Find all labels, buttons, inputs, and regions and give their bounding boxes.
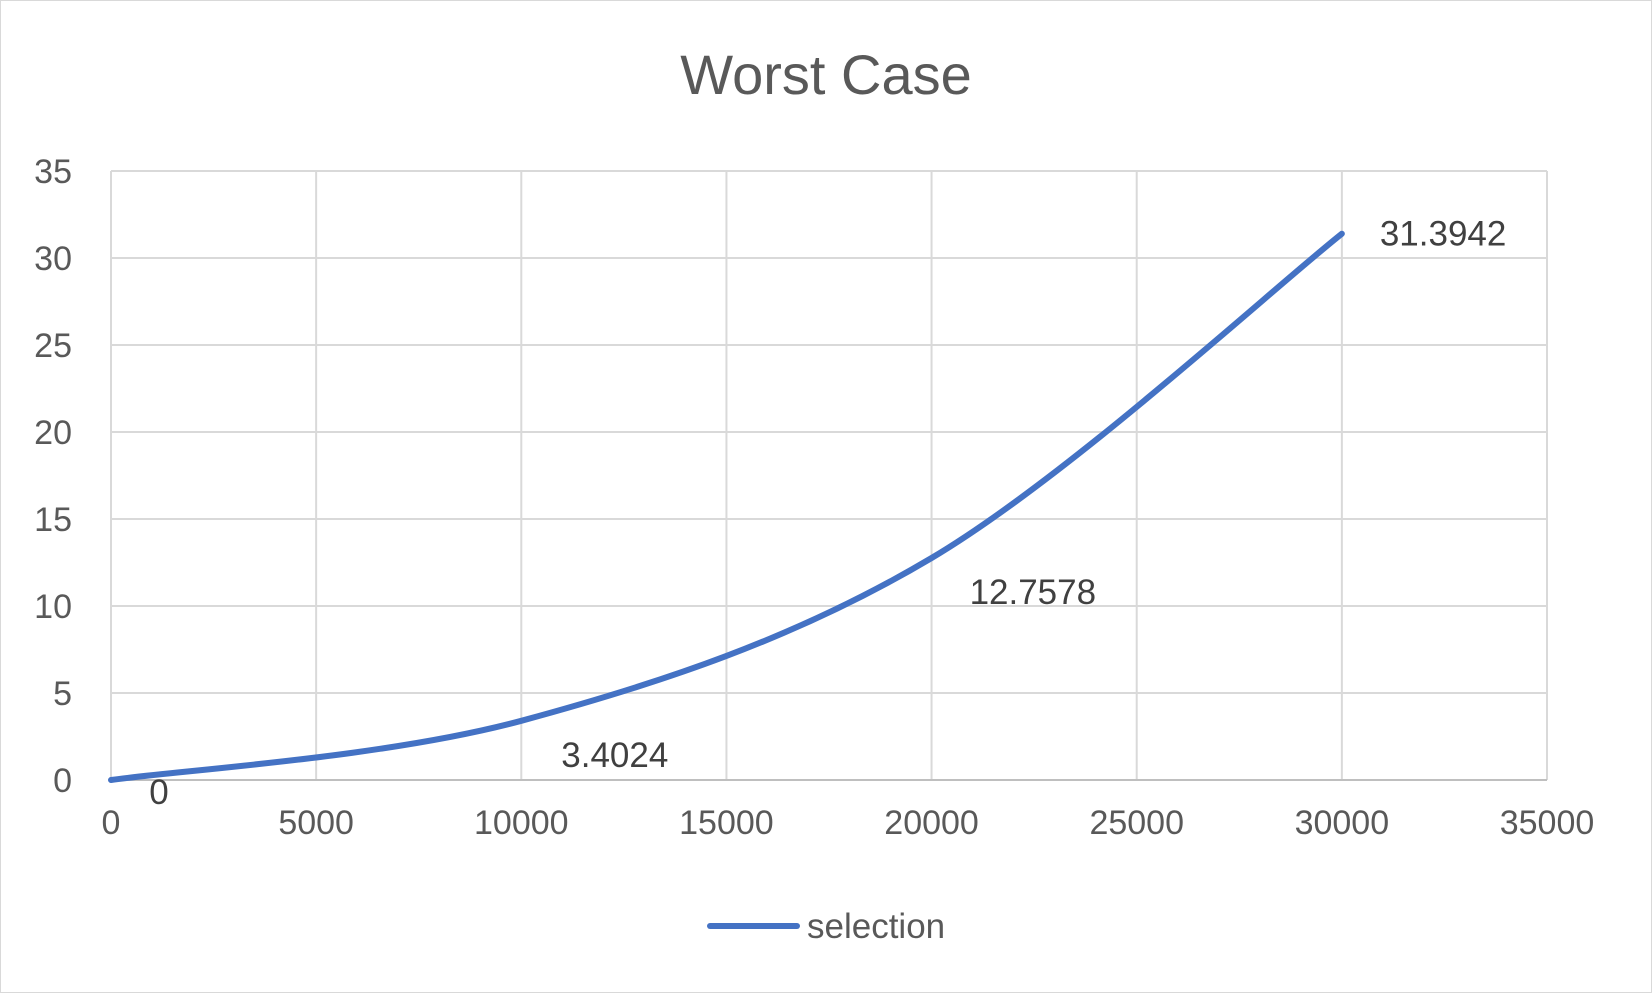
data-label: 31.3942 [1380,215,1507,254]
y-tick-label: 25 [34,327,72,365]
y-tick-label: 10 [34,588,72,626]
legend: selection [707,907,945,946]
y-tick-label: 5 [53,675,72,713]
y-tick-label: 30 [34,240,72,278]
axes: 0 5 10 15 20 25 30 35 0 5000 10000 15000 20000 25000 3… [34,153,1594,842]
series-line-selection [108,230,1345,783]
x-tick-label: 15000 [679,804,774,842]
gridlines [110,170,1548,780]
data-label: 3.4024 [561,736,668,775]
x-tick-label: 25000 [1089,804,1184,842]
series-layer [108,230,1345,783]
y-tick-label: 20 [34,414,72,452]
legend-label: selection [807,907,945,946]
chart-title: Worst Case [680,43,971,106]
x-tick-label: 10000 [474,804,569,842]
x-tick-label: 30000 [1295,804,1390,842]
data-labels: 0 3.4024 12.7578 31.3942 [149,215,1506,812]
data-label: 12.7578 [970,573,1097,612]
x-tick-label: 0 [102,804,121,842]
y-tick-label: 35 [34,153,72,191]
x-tick-label: 20000 [884,804,979,842]
x-tick-label: 5000 [278,804,354,842]
x-tick-label: 35000 [1500,804,1595,842]
data-label: 0 [149,773,168,812]
y-tick-label: 0 [53,762,72,800]
y-tick-label: 15 [34,501,72,539]
